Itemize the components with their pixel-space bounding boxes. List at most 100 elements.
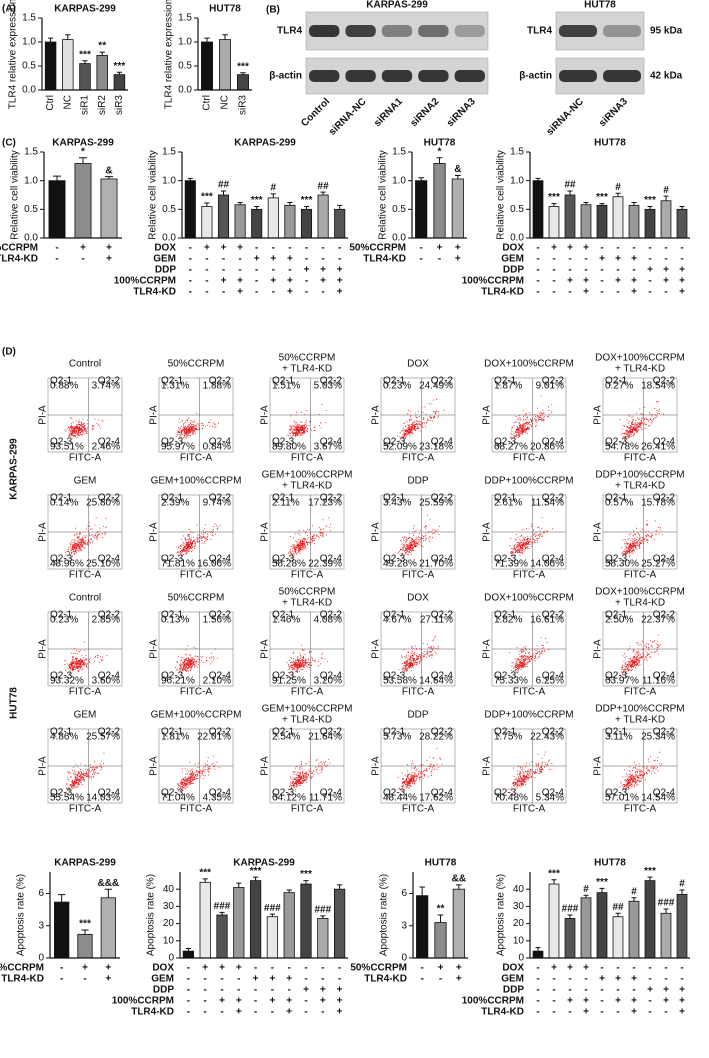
condition-name: TLR4-KD bbox=[0, 254, 38, 265]
x-axis-label: FITC-A bbox=[69, 453, 102, 464]
condition-sign: + bbox=[631, 996, 637, 1007]
condition-sign: + bbox=[221, 276, 227, 287]
y-tick-label: 1.5 bbox=[24, 147, 38, 158]
quadrant-percent: 1.51% bbox=[272, 381, 300, 392]
blot-band bbox=[418, 25, 449, 37]
quadrant-percent: 22.43% bbox=[530, 732, 564, 743]
quadrant-name: Q2-4 bbox=[653, 671, 676, 682]
condition-sign: - bbox=[536, 963, 539, 974]
condition-sign: + bbox=[237, 243, 243, 254]
condition-sign: - bbox=[600, 985, 603, 996]
x-axis-label: FITC-A bbox=[402, 687, 435, 698]
significance-label: *** bbox=[251, 195, 263, 206]
bar bbox=[644, 208, 656, 239]
condition-sign: + bbox=[631, 254, 637, 265]
quadrant-name: Q2-1 bbox=[494, 493, 517, 504]
quadrant-percent: 3.11% bbox=[605, 732, 633, 743]
quadrant-percent: 70.48% bbox=[494, 793, 528, 804]
error-bar bbox=[320, 915, 326, 919]
condition-sign: + bbox=[456, 974, 462, 985]
x-axis-label: FITC-A bbox=[291, 687, 324, 698]
condition-sign: - bbox=[419, 243, 422, 254]
condition-sign: - bbox=[189, 276, 192, 287]
condition-sign: + bbox=[269, 996, 275, 1007]
quadrant-percent: 71.04% bbox=[161, 793, 195, 804]
quadrant-name: Q2-1 bbox=[272, 493, 295, 504]
condition-sign: - bbox=[648, 1007, 651, 1018]
chart-title: KARPAS-299 bbox=[54, 858, 116, 869]
quadrant-name: Q2-4 bbox=[98, 671, 121, 682]
quadrant-percent: 1.87% bbox=[494, 381, 522, 392]
quadrant-name: Q2-1 bbox=[494, 610, 517, 621]
x-tick-label: siR3 bbox=[238, 95, 249, 115]
bar bbox=[452, 888, 465, 959]
x-axis-label: FITC-A bbox=[402, 570, 435, 581]
error-bar bbox=[583, 201, 589, 205]
y-tick-label: 40 bbox=[163, 884, 175, 895]
significance-label: # bbox=[615, 182, 621, 193]
y-axis-label: PI-A bbox=[260, 756, 271, 776]
quadrant-percent: 1.46% bbox=[272, 615, 300, 626]
error-bar bbox=[202, 878, 208, 883]
chart-title: HUT78 bbox=[425, 858, 457, 869]
significance-label: ### bbox=[658, 898, 675, 909]
condition-name: 50%CCRPM bbox=[0, 963, 44, 974]
error-bar bbox=[47, 37, 54, 42]
x-axis-label: FITC-A bbox=[69, 687, 102, 698]
quadrant-name: Q2-4 bbox=[320, 554, 343, 565]
x-axis-label: FITC-A bbox=[291, 453, 324, 464]
condition-sign: - bbox=[568, 1007, 571, 1018]
scatter-dots bbox=[621, 634, 662, 676]
condition-name: DDP bbox=[155, 265, 176, 276]
group-label: HUT78 bbox=[9, 687, 20, 719]
quadrant-name: Q2-4 bbox=[431, 788, 454, 799]
bar bbox=[284, 204, 296, 239]
condition-sign: - bbox=[60, 963, 63, 974]
quadrant-percent: 93.32% bbox=[50, 676, 84, 687]
condition-sign: - bbox=[664, 254, 667, 265]
condition-sign: - bbox=[536, 254, 539, 265]
quadrant-name: Q2-2 bbox=[209, 610, 232, 621]
condition-sign: - bbox=[189, 265, 192, 276]
y-axis-label: PI-A bbox=[149, 639, 160, 659]
plot-title: DDP+100%CCRPM bbox=[595, 470, 684, 481]
condition-sign: + bbox=[337, 287, 343, 298]
error-bar bbox=[240, 72, 246, 75]
significance-label: *** bbox=[114, 61, 126, 72]
quadrant-percent: 2.50% bbox=[605, 615, 633, 626]
plot-title: GEM+100%CCRPM bbox=[151, 710, 242, 721]
error-bar bbox=[647, 876, 653, 881]
condition-sign: + bbox=[286, 974, 292, 985]
quadrant-percent: 5.34% bbox=[536, 793, 564, 804]
quadrant-name: Q2-2 bbox=[320, 727, 343, 738]
condition-sign: - bbox=[600, 265, 603, 276]
quadrant-name: Q2-2 bbox=[431, 376, 454, 387]
scatter-dots bbox=[287, 517, 332, 561]
quadrant-percent: 11.54% bbox=[531, 498, 564, 509]
condition-sign: - bbox=[600, 276, 603, 287]
quadrant-name: Q2-1 bbox=[494, 376, 517, 387]
condition-sign: - bbox=[584, 974, 587, 985]
quadrant-name: Q2-2 bbox=[98, 493, 121, 504]
y-axis-label: TLR4 relative expression bbox=[8, 0, 19, 109]
condition-sign: - bbox=[55, 243, 58, 254]
y-tick-label: 3 bbox=[401, 920, 407, 931]
y-axis-label: PI-A bbox=[260, 405, 271, 425]
quadrant-percent: 1.75% bbox=[494, 732, 522, 743]
chart-title: HUT78 bbox=[209, 4, 241, 15]
condition-sign: - bbox=[304, 1007, 307, 1018]
quadrant-percent: 2.61% bbox=[494, 498, 522, 509]
y-tick-label: 0.5 bbox=[22, 61, 36, 72]
quadrant-percent: 0.57% bbox=[605, 498, 633, 509]
quadrant-percent: 89.80% bbox=[272, 442, 306, 453]
bar bbox=[333, 888, 346, 959]
quadrant-name: Q2-3 bbox=[161, 554, 184, 565]
y-tick-label: 0 bbox=[518, 953, 524, 964]
y-tick-label: 1.0 bbox=[510, 175, 524, 186]
bar bbox=[612, 916, 624, 959]
y-tick-label: 0 bbox=[401, 953, 407, 964]
plot-title: GEM+100%CCRPM bbox=[151, 476, 242, 487]
condition-sign: - bbox=[680, 243, 683, 254]
condition-sign: + bbox=[455, 243, 461, 254]
